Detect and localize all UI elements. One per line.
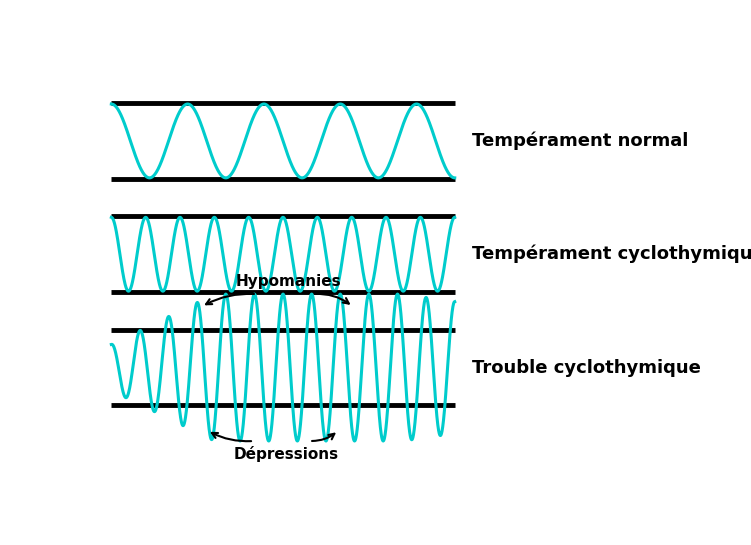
Text: Hypomanies: Hypomanies [236, 274, 342, 289]
Text: Tempérament normal: Tempérament normal [472, 132, 689, 150]
Text: Tempérament cyclothymique: Tempérament cyclothymique [472, 245, 751, 263]
Text: Trouble cyclothymique: Trouble cyclothymique [472, 359, 701, 377]
Text: Dépressions: Dépressions [234, 446, 339, 462]
